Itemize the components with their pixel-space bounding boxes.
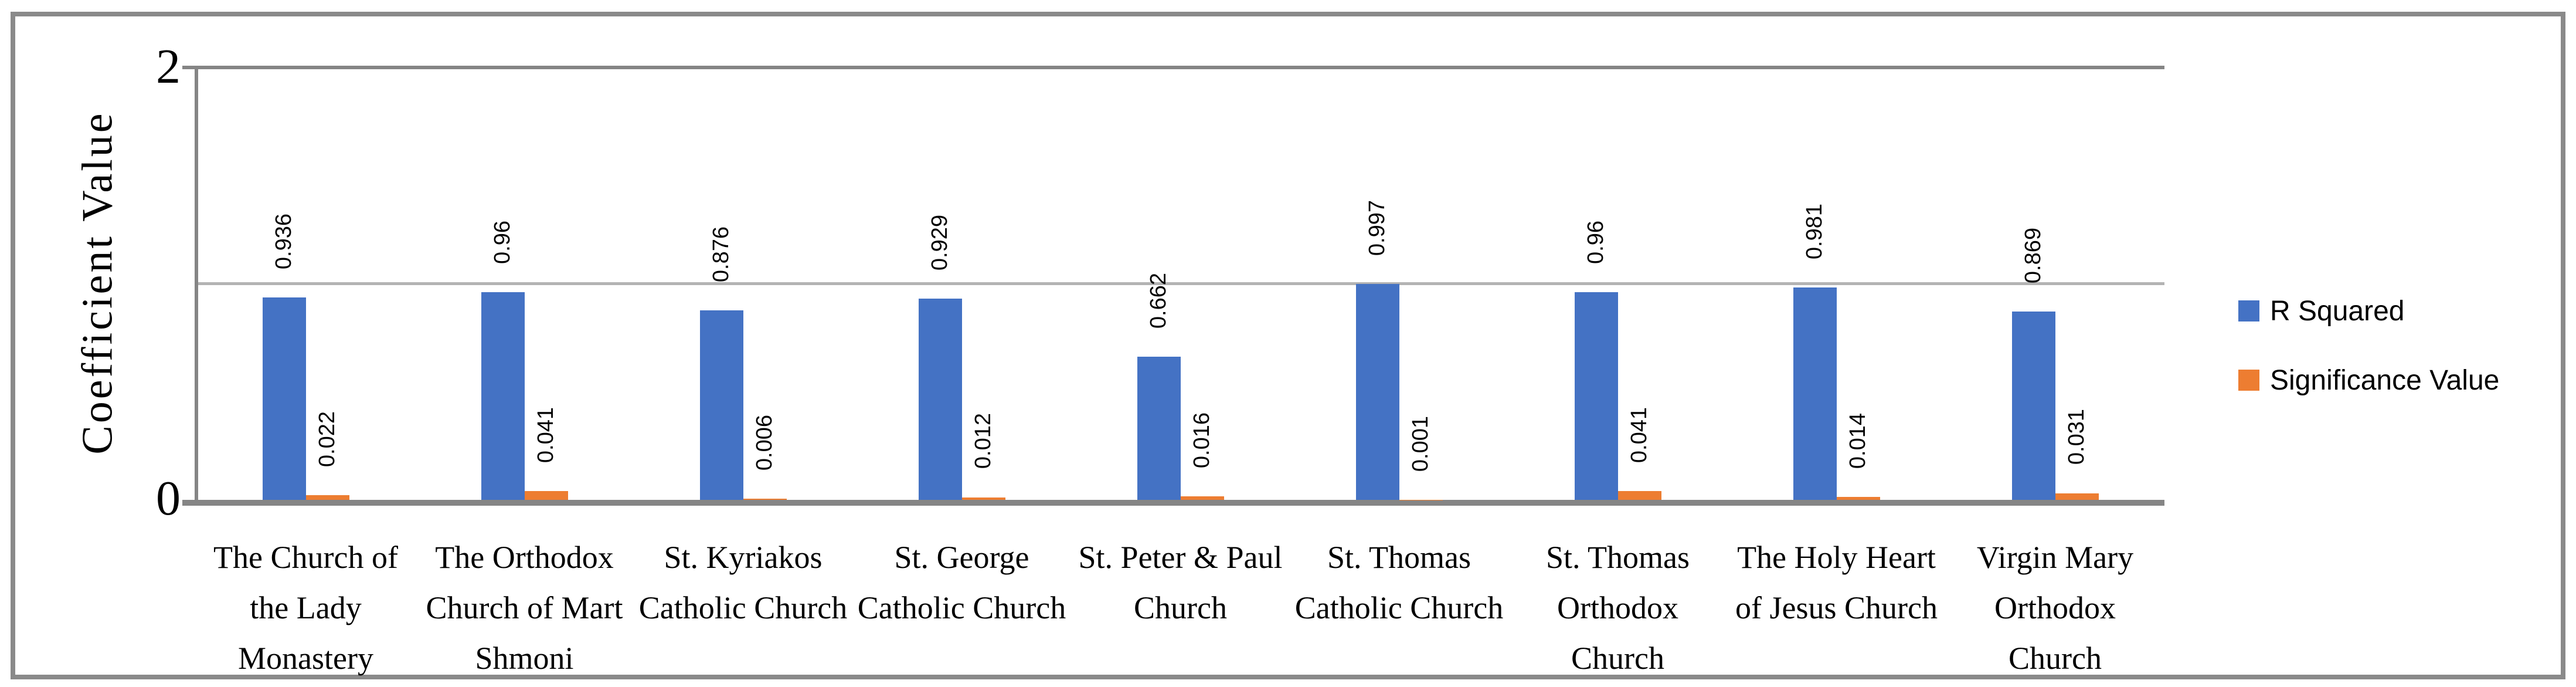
bar-significance-value bbox=[1180, 496, 1224, 500]
bar-significance-value bbox=[961, 497, 1005, 500]
category-label: St. Thomas Catholic Church bbox=[1294, 540, 1504, 625]
bar-value-label: 0.96 bbox=[1583, 220, 1608, 264]
legend-swatch-icon bbox=[2238, 300, 2259, 321]
category-label: The Holy Heart of Jesus Church bbox=[1735, 540, 1938, 625]
y-axis-top-line bbox=[182, 66, 2164, 69]
legend-swatch-icon bbox=[2238, 370, 2259, 391]
bar-r-squared bbox=[2011, 312, 2055, 500]
bar-value-label: 0.041 bbox=[1626, 407, 1651, 463]
chart-outer-border bbox=[11, 12, 2565, 679]
bar-value-label: 0.876 bbox=[708, 226, 733, 282]
bar-significance-value bbox=[2055, 493, 2099, 500]
category-label: The Church of the Lady Monastery bbox=[213, 540, 398, 676]
bar-value-label: 0.936 bbox=[271, 213, 296, 269]
bar-r-squared bbox=[1137, 356, 1181, 500]
bar-value-label: 0.869 bbox=[2020, 228, 2045, 284]
bar-value-label: 0.031 bbox=[2064, 409, 2089, 465]
bar-value-label: 0.006 bbox=[752, 414, 777, 471]
bar-r-squared bbox=[262, 297, 306, 500]
bar-significance-value bbox=[524, 490, 568, 500]
bar-value-label: 0.929 bbox=[927, 215, 952, 271]
bar-value-label: 0.016 bbox=[1189, 412, 1214, 469]
y-tick-label-2: 2 bbox=[156, 39, 181, 94]
legend: R Squared Significance Value bbox=[2238, 295, 2499, 433]
bar-r-squared bbox=[1793, 287, 1837, 500]
bar-significance-value bbox=[1836, 496, 1880, 500]
plot-area: 0.936 0.022 0.96 0.041 0.876 0.006 0.929 0.012 0… bbox=[196, 67, 2164, 500]
bar-r-squared bbox=[1574, 292, 1618, 500]
y-axis-line bbox=[195, 66, 198, 506]
legend-label: Significance Value bbox=[2270, 364, 2500, 396]
x-axis-category-labels: The Church of the Lady Monastery The Orthod… bbox=[196, 532, 2164, 683]
bar-r-squared bbox=[481, 292, 525, 500]
category-label: The Orthodox Church of Mart Shmoni bbox=[426, 540, 623, 676]
bar-value-label: 0.041 bbox=[533, 407, 558, 463]
category-label: St. Peter & Paul Church bbox=[1078, 540, 1283, 625]
bar-value-label: 0.96 bbox=[490, 220, 515, 264]
y-tick-label-0: 0 bbox=[156, 471, 181, 526]
legend-item: Significance Value bbox=[2238, 364, 2499, 397]
bar-r-squared bbox=[918, 299, 962, 500]
category-label: St. Thomas Orthodox Church bbox=[1545, 540, 1690, 676]
bar-value-label: 0.022 bbox=[314, 411, 339, 467]
bar-value-label: 0.012 bbox=[970, 413, 995, 469]
bar-r-squared bbox=[699, 310, 743, 500]
bar-value-label: 0.997 bbox=[1364, 200, 1389, 256]
gridline-y1 bbox=[196, 282, 2164, 285]
category-label: St. Kyriakos Catholic Church bbox=[638, 540, 848, 625]
x-axis-line bbox=[182, 500, 2164, 506]
bar-significance-value bbox=[305, 495, 349, 500]
category-label: Virgin Mary Orthodox Church bbox=[1976, 540, 2134, 676]
bar-significance-value bbox=[1617, 490, 1661, 500]
legend-item: R Squared bbox=[2238, 295, 2499, 327]
bar-value-label: 0.001 bbox=[1408, 415, 1433, 472]
bar-significance-value bbox=[743, 498, 787, 500]
category-label: St. George Catholic Church bbox=[857, 540, 1066, 625]
y-axis-title: Coefficient Value bbox=[73, 111, 122, 455]
bar-value-label: 0.981 bbox=[1802, 203, 1827, 260]
bar-value-label: 0.014 bbox=[1845, 412, 1870, 469]
bar-value-label: 0.662 bbox=[1146, 272, 1171, 329]
legend-label: R Squared bbox=[2270, 295, 2405, 327]
bar-r-squared bbox=[1355, 284, 1399, 500]
